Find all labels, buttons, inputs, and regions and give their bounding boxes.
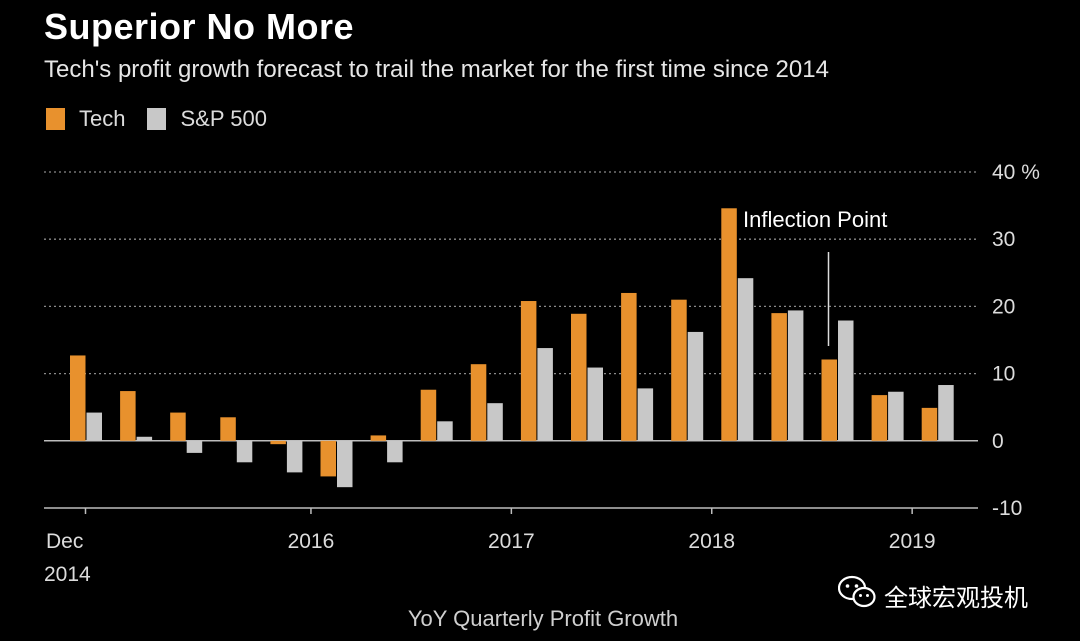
- x-tick-label: 2014: [44, 563, 91, 586]
- chart-title: Superior No More: [44, 6, 355, 47]
- bar-tech: [170, 412, 186, 441]
- bar-sp500: [286, 440, 303, 473]
- watermark-text: 全球宏观投机: [884, 583, 1028, 612]
- bar-sp500: [587, 367, 603, 441]
- bar-sp500: [687, 331, 704, 441]
- bar-tech: [70, 355, 86, 441]
- bar-tech: [571, 313, 587, 441]
- x-tick-label: 2018: [688, 530, 735, 553]
- y-tick-label: 0: [992, 430, 1004, 453]
- bar-sp500: [236, 440, 253, 463]
- bar-sp500: [537, 348, 553, 441]
- bar-tech: [621, 292, 637, 441]
- bar-sp500: [387, 440, 403, 463]
- bar-sp500: [337, 440, 353, 488]
- bar-tech: [370, 435, 387, 441]
- bar-sp500: [186, 440, 203, 453]
- bar-sp500: [838, 320, 854, 441]
- watermark: 全球宏观投机: [837, 575, 1028, 615]
- x-tick-label: 2016: [288, 530, 335, 553]
- y-tick-label: 20: [992, 295, 1015, 318]
- legend-item-sp500: S&P 500: [147, 106, 267, 132]
- chart-subtitle: Tech's profit growth forecast to trail t…: [44, 56, 829, 83]
- x-axis-title: YoY Quarterly Profit Growth: [408, 606, 678, 631]
- bar-tech: [220, 417, 236, 441]
- bar-tech: [470, 364, 487, 441]
- legend-swatch-tech: [46, 108, 65, 130]
- bar-tech: [871, 395, 888, 441]
- bar-sp500: [938, 385, 954, 441]
- bar-sp500: [136, 436, 153, 441]
- y-tick-label: 30: [992, 228, 1015, 251]
- bar-tech: [120, 391, 136, 441]
- y-tick-label: -10: [992, 497, 1022, 520]
- bar-tech: [320, 440, 336, 477]
- legend-label-tech: Tech: [79, 106, 126, 131]
- bar-sp500: [437, 421, 453, 441]
- legend-item-tech: Tech: [46, 106, 125, 132]
- bar-tech: [921, 407, 938, 441]
- legend-swatch-sp500: [147, 108, 167, 130]
- bar-tech: [721, 208, 737, 441]
- bar-tech: [520, 301, 537, 441]
- bar-sp500: [737, 278, 754, 441]
- x-tick-label: 2017: [488, 530, 535, 553]
- bar-sp500: [787, 310, 804, 441]
- bar-tech: [420, 389, 437, 441]
- bar-sp500: [86, 412, 102, 441]
- bar-sp500: [487, 403, 503, 441]
- y-tick-label: 10: [992, 363, 1015, 386]
- x-tick-label: Dec: [46, 530, 83, 553]
- y-tick-label: 40 %: [992, 161, 1040, 184]
- bar-sp500: [637, 388, 654, 441]
- x-tick-label: 2019: [889, 530, 936, 553]
- bar-tech: [270, 440, 286, 445]
- legend-label-sp500: S&P 500: [180, 106, 267, 131]
- annotation-label: Inflection Point: [743, 207, 887, 232]
- bar-tech: [671, 299, 687, 441]
- legend: Tech S&P 500: [46, 106, 289, 132]
- wechat-icon: [837, 575, 876, 615]
- bar-tech: [821, 359, 837, 441]
- bar-sp500: [888, 391, 904, 441]
- bar-tech: [771, 313, 787, 441]
